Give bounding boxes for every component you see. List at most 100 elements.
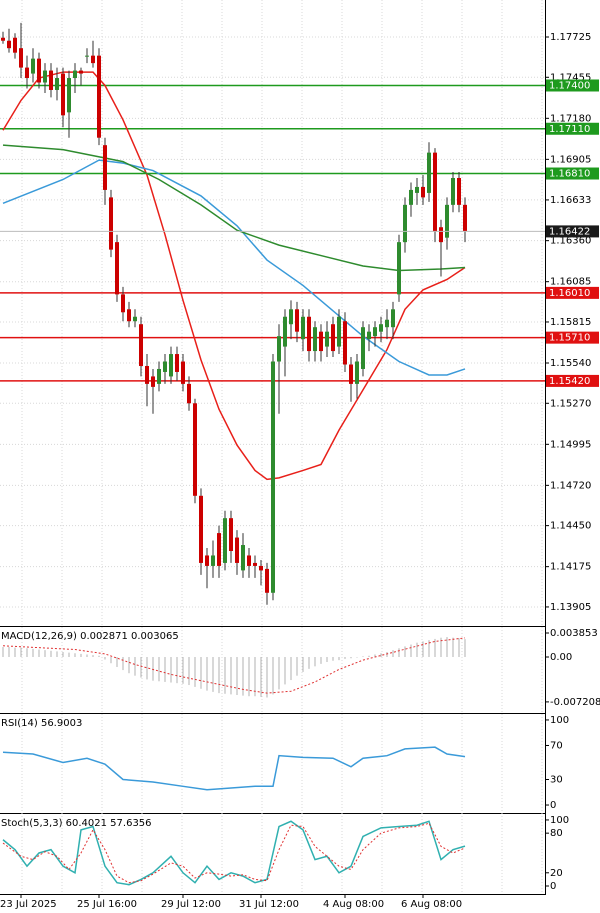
y-tick-label: 1.16905	[550, 154, 591, 165]
candle-body	[145, 365, 149, 384]
histogram-bar	[122, 656, 124, 671]
candle-body	[457, 177, 461, 205]
level-label: 1.17400	[549, 80, 590, 91]
histogram-bar	[176, 656, 178, 684]
histogram-bar	[26, 648, 28, 657]
candle-body	[295, 309, 299, 332]
candle-body	[199, 495, 203, 563]
candle-body	[187, 383, 191, 404]
histogram-bar	[464, 639, 466, 657]
level-label: 1.17110	[549, 124, 590, 135]
histogram-bar	[86, 654, 88, 657]
histogram-bar	[458, 638, 460, 657]
candle-body	[229, 518, 233, 551]
candle-body	[463, 204, 467, 232]
candle-body	[283, 316, 287, 347]
histogram-bar	[212, 656, 214, 692]
candle-body	[211, 555, 215, 566]
histogram-bar	[386, 652, 388, 657]
histogram-bar	[428, 640, 430, 657]
y-tick-label: 30	[550, 775, 563, 786]
histogram-bar	[200, 656, 202, 689]
y-tick-label: 20	[550, 868, 563, 879]
histogram-bar	[404, 646, 406, 657]
histogram-bar	[218, 656, 220, 694]
histogram-bar	[284, 656, 286, 685]
histogram-bar	[32, 648, 34, 657]
histogram-bar	[326, 656, 328, 662]
histogram-bar	[350, 656, 352, 659]
y-tick-label: 1.15540	[550, 358, 591, 369]
y-tick-label: 1.14450	[550, 521, 591, 532]
candle-body	[79, 70, 83, 74]
x-tick-label: 29 Jul 12:00	[161, 899, 221, 910]
histogram-bar	[104, 656, 106, 660]
histogram-bar	[134, 656, 136, 676]
histogram-bar	[230, 656, 232, 695]
y-tick-label: 0.003853	[550, 628, 598, 639]
level-label-box	[546, 79, 599, 92]
histogram-bar	[56, 651, 58, 657]
histogram-bar	[392, 650, 394, 657]
candle-body	[43, 70, 47, 83]
candle-body	[427, 152, 431, 193]
candle-body	[415, 186, 419, 193]
candle-body	[19, 48, 23, 68]
histogram-bar	[314, 656, 316, 667]
histogram-bar	[158, 656, 160, 682]
panel-title: MACD(12,26,9) 0.002871 0.003065	[1, 631, 179, 642]
candle-body	[247, 555, 251, 566]
y-tick-label: 1.14720	[550, 480, 591, 491]
candle-body	[421, 186, 425, 198]
indicator-line	[2, 637, 466, 694]
y-tick-label: 80	[550, 828, 563, 839]
candle-body	[325, 331, 329, 347]
candle-body	[31, 58, 35, 74]
candle-body	[157, 368, 161, 384]
candle-body	[289, 309, 293, 325]
y-tick-label: -0.007208	[550, 697, 600, 708]
histogram-bar	[266, 656, 268, 698]
histogram-bar	[434, 638, 436, 657]
candle-body	[133, 316, 137, 322]
histogram-bar	[152, 656, 154, 681]
last-price-box	[546, 225, 599, 238]
histogram-bar	[254, 656, 256, 697]
candle-body	[391, 309, 395, 328]
level-label: 1.16010	[549, 288, 590, 299]
level-label-box	[546, 374, 599, 387]
candle-body	[37, 58, 41, 83]
histogram-bar	[308, 656, 310, 669]
candle-body	[337, 316, 341, 347]
histogram-bar	[164, 656, 166, 682]
candle-body	[409, 189, 413, 205]
candle-body	[277, 336, 281, 362]
level-label: 1.15420	[549, 376, 590, 387]
candle-body	[355, 361, 359, 384]
histogram-bar	[110, 656, 112, 664]
histogram-bar	[98, 655, 100, 657]
level-label-box	[546, 167, 599, 180]
y-tick-label: 1.15270	[550, 398, 591, 409]
histogram-bar	[296, 656, 298, 676]
candle-body	[397, 242, 401, 295]
panel-title: RSI(14) 56.9003	[1, 718, 82, 729]
level-label: 1.16810	[549, 169, 590, 180]
histogram-bar	[20, 647, 22, 657]
candle-body	[103, 145, 107, 190]
x-tick-label: 6 Aug 08:00	[401, 899, 462, 910]
candle-body	[271, 361, 275, 593]
y-tick-label: 1.16360	[550, 236, 591, 247]
panel-title: Stoch(5,3,3) 60.4021 57.6356	[1, 818, 152, 829]
last-price-label: 1.16422	[549, 226, 590, 237]
candle-body	[349, 364, 353, 384]
x-tick-label: 4 Aug 08:00	[323, 899, 384, 910]
level-label-box	[546, 286, 599, 299]
candle-body	[433, 152, 437, 232]
histogram-bar	[242, 656, 244, 696]
indicator-line	[2, 71, 466, 481]
candle-body	[307, 316, 311, 352]
histogram-bar	[362, 656, 364, 657]
histogram-bar	[278, 656, 280, 690]
histogram-bar	[8, 647, 10, 657]
